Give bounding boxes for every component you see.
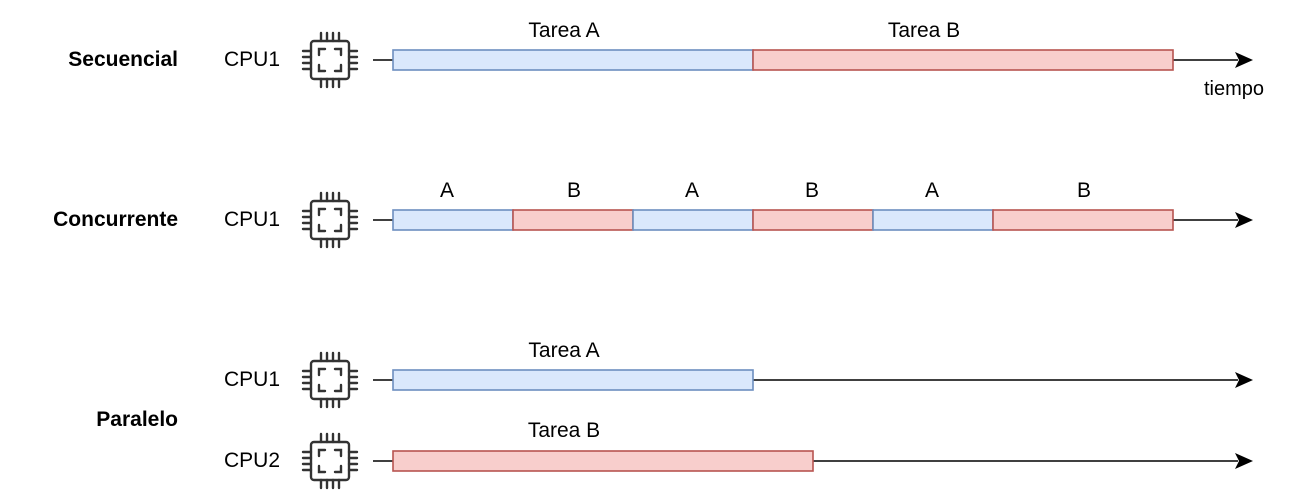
arrowhead-icon — [1235, 372, 1253, 388]
slice-bar-b — [992, 209, 1174, 231]
parallel-cpu1-label: CPU1 — [224, 368, 280, 391]
task-label-a: Tarea A — [528, 19, 599, 42]
slice-bar-b — [512, 209, 634, 231]
slice-label: A — [685, 179, 699, 202]
slice-label: B — [1077, 179, 1091, 202]
sequential-cpu-label: CPU1 — [224, 48, 280, 71]
cpu-chip-icon — [301, 191, 359, 249]
sequential-title: Secuencial — [68, 48, 178, 71]
arrowhead-icon — [1235, 212, 1253, 228]
slice-label: A — [440, 179, 454, 202]
concurrent-title: Concurrente — [53, 208, 178, 231]
sequential-section: Secuencial CPU1 Tarea A Tarea B tiempo — [68, 19, 1264, 100]
time-axis-label: tiempo — [1204, 78, 1264, 100]
slice-label: A — [925, 179, 939, 202]
task-label-a: Tarea A — [528, 339, 599, 362]
slice-bar-a — [392, 209, 514, 231]
cpu-chip-icon — [301, 351, 359, 409]
arrowhead-icon — [1235, 52, 1253, 68]
parallel-section: Paralelo CPU1 Tarea A CPU2 Tarea B — [96, 339, 1253, 490]
slice-bar-b — [752, 209, 874, 231]
cpu-chip-icon — [301, 31, 359, 89]
parallel-cpu2-label: CPU2 — [224, 449, 280, 472]
task-bar-b — [752, 49, 1174, 71]
cpu-chip-icon — [301, 432, 359, 490]
slice-label: B — [567, 179, 581, 202]
parallel-title: Paralelo — [96, 408, 178, 431]
slice-bar-a — [872, 209, 994, 231]
slice-label: B — [805, 179, 819, 202]
slice-bar-a — [632, 209, 754, 231]
task-bar-b — [392, 450, 814, 472]
concurrent-cpu-label: CPU1 — [224, 208, 280, 231]
task-bar-a — [392, 369, 754, 391]
arrowhead-icon — [1235, 453, 1253, 469]
task-label-b: Tarea B — [528, 419, 600, 442]
task-bar-a — [392, 49, 754, 71]
concurrent-section: Concurrente CPU1 A B A B A B — [53, 179, 1253, 249]
task-label-b: Tarea B — [888, 19, 960, 42]
